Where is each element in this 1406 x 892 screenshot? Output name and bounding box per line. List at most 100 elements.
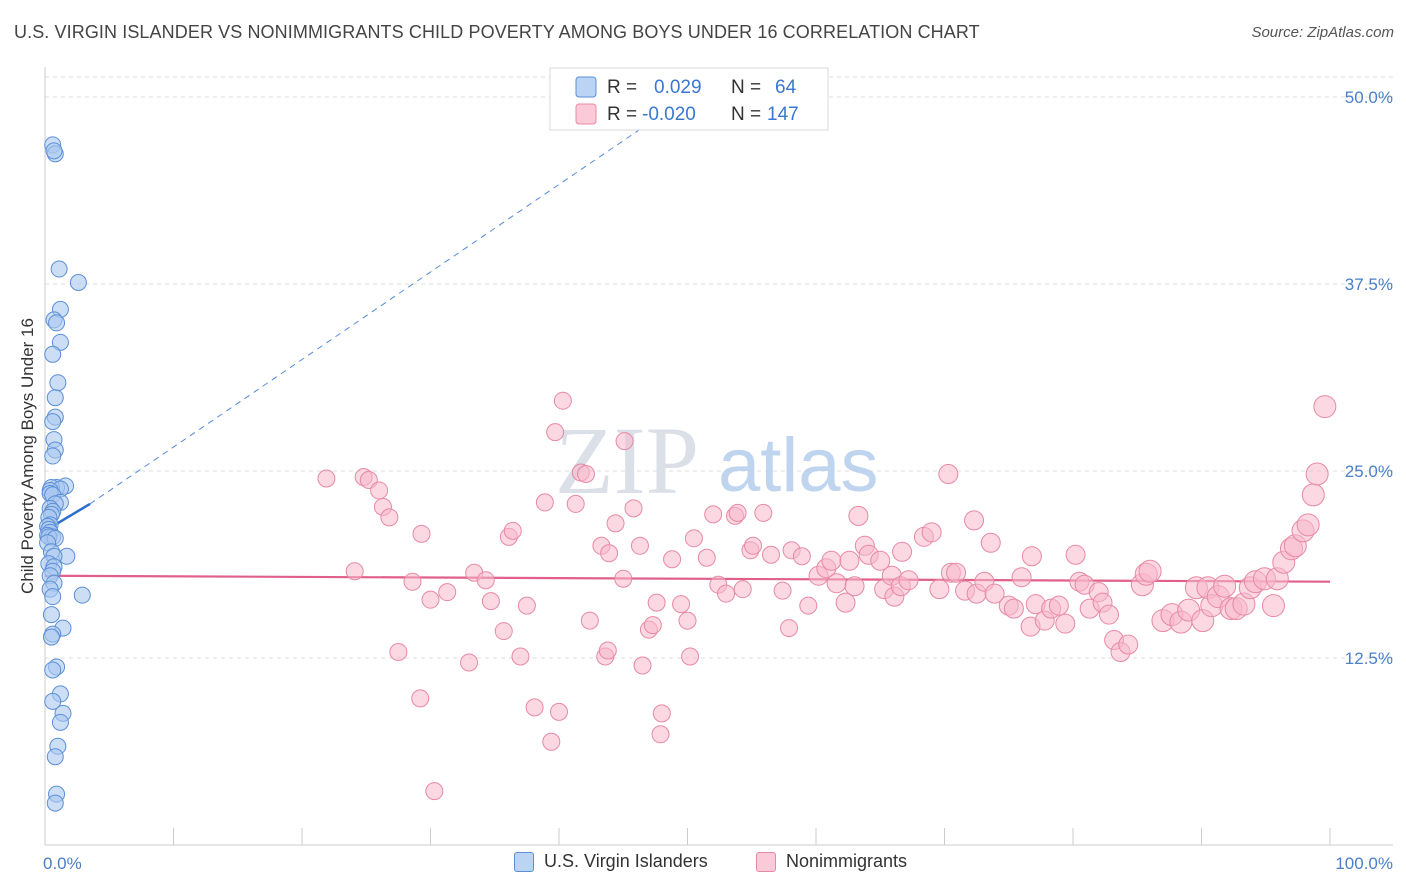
nonimmigrants-point-99 xyxy=(1011,567,1032,588)
y-tick-label-0: 12.5% xyxy=(1345,649,1393,668)
source-label: Source: ZipAtlas.com xyxy=(1251,24,1394,41)
legend-r-label-2: R = xyxy=(607,104,637,125)
nonimmigrants-point-87 xyxy=(929,579,950,600)
nonimmigrants-point-50 xyxy=(678,611,697,630)
nonimmigrants-point-40 xyxy=(624,499,643,518)
nonimmigrants-point-101 xyxy=(1021,546,1042,567)
nonimmigrants-point-38 xyxy=(614,569,633,588)
nonimmigrants-point-21 xyxy=(511,647,530,666)
trend-line-pink xyxy=(44,574,1331,583)
nonimmigrants-point-28 xyxy=(553,391,572,410)
nonimmigrants-point-146 xyxy=(684,529,703,548)
nonimmigrants-point-14 xyxy=(460,653,479,672)
nonimmigrants-point-107 xyxy=(1065,544,1086,565)
virgin-islanders-point-48 xyxy=(73,586,91,604)
x-tick-labels: 0.0% 100.0% xyxy=(43,854,1393,873)
virgin-islanders-point-9 xyxy=(44,345,62,363)
nonimmigrants-point-92 xyxy=(964,510,985,531)
nonimmigrants-point-51 xyxy=(681,647,700,666)
legend-swatch-virgin-islanders xyxy=(575,76,597,98)
virgin-islanders-point-59 xyxy=(51,713,69,731)
y-tick-label-3: 50.0% xyxy=(1345,88,1393,107)
nonimmigrants-point-129 xyxy=(1213,574,1237,598)
nonimmigrants-point-29 xyxy=(566,494,585,513)
series-legend: U.S. Virgin Islanders Nonimmigrants xyxy=(0,851,1406,879)
nonimmigrants-point-7 xyxy=(345,562,364,581)
virgin-islanders-point-53 xyxy=(42,628,60,646)
nonimmigrants-points xyxy=(317,391,1337,801)
nonimmigrants-point-57 xyxy=(728,503,747,522)
virgin-islanders-point-63 xyxy=(46,794,64,812)
watermark: ZIP atlas xyxy=(555,407,879,514)
legend-item-virgin-islanders: U.S. Virgin Islanders xyxy=(514,851,708,872)
nonimmigrants-point-55 xyxy=(717,584,736,603)
legend-n-label-2: N = xyxy=(731,104,761,125)
grid-lines xyxy=(45,76,1393,659)
virgin-islanders-point-2 xyxy=(45,142,63,160)
nonimmigrants-point-74 xyxy=(844,576,865,597)
watermark-atlas: atlas xyxy=(718,423,879,508)
virgin-islanders-point-16 xyxy=(44,447,62,465)
nonimmigrants-point-3 xyxy=(370,481,389,500)
legend-r-label-1: R = xyxy=(607,77,637,98)
nonimmigrants-point-58 xyxy=(733,580,752,599)
legend-swatch-pink xyxy=(756,851,776,872)
nonimmigrants-point-35 xyxy=(598,641,617,660)
nonimmigrants-point-86 xyxy=(921,522,942,543)
legend-n-value-2: 147 xyxy=(767,104,799,125)
nonimmigrants-point-47 xyxy=(652,704,671,723)
nonimmigrants-point-45 xyxy=(647,593,666,612)
nonimmigrants-point-49 xyxy=(672,595,691,614)
nonimmigrants-point-37 xyxy=(606,514,625,533)
virgin-islanders-point-4 xyxy=(69,274,87,292)
virgin-islanders-point-61 xyxy=(46,748,64,766)
nonimmigrants-point-66 xyxy=(792,547,811,566)
legend-r-value-2: -0.020 xyxy=(642,104,696,125)
nonimmigrants-point-90 xyxy=(946,562,967,583)
nonimmigrants-point-39 xyxy=(615,432,634,451)
nonimmigrants-point-83 xyxy=(892,541,913,562)
nonimmigrants-point-84 xyxy=(898,570,919,591)
y-tick-label-1: 25.0% xyxy=(1345,462,1393,481)
nonimmigrants-point-5 xyxy=(380,508,399,527)
y-tick-labels: 12.5% 25.0% 37.5% 50.0% xyxy=(1345,88,1393,668)
legend-r-value-1: 0.029 xyxy=(654,77,702,98)
nonimmigrants-point-24 xyxy=(535,493,554,512)
legend-swatch-nonimmigrants xyxy=(575,103,597,125)
nonimmigrants-point-23 xyxy=(525,698,544,717)
nonimmigrants-point-0 xyxy=(317,469,336,488)
nonimmigrants-point-60 xyxy=(744,536,763,555)
x-tick-label-0: 0.0% xyxy=(43,854,82,873)
nonimmigrants-point-62 xyxy=(762,545,781,564)
nonimmigrants-point-25 xyxy=(542,732,561,751)
y-axis-label: Child Poverty Among Boys Under 16 xyxy=(18,318,37,594)
nonimmigrants-point-42 xyxy=(633,656,652,675)
nonimmigrants-point-98 xyxy=(1003,598,1024,619)
nonimmigrants-point-61 xyxy=(754,503,773,522)
nonimmigrants-point-13 xyxy=(438,583,457,602)
nonimmigrants-point-136 xyxy=(1261,594,1285,618)
nonimmigrants-point-10 xyxy=(411,689,430,708)
nonimmigrants-point-106 xyxy=(1055,613,1076,634)
nonimmigrants-point-52 xyxy=(697,548,716,567)
nonimmigrants-point-48 xyxy=(663,550,682,569)
nonimmigrants-point-9 xyxy=(403,572,422,591)
legend-swatch-blue xyxy=(514,851,534,872)
correlation-legend: R = 0.029 N = 64 R = -0.020 N = 147 xyxy=(549,67,829,131)
virgin-islanders-point-50 xyxy=(42,606,60,624)
legend-label-nonimmigrants: Nonimmigrants xyxy=(786,851,908,871)
nonimmigrants-point-72 xyxy=(835,592,856,613)
nonimmigrants-point-75 xyxy=(848,505,869,526)
virgin-islanders-point-8 xyxy=(51,333,69,351)
nonimmigrants-point-144 xyxy=(1305,462,1329,486)
nonimmigrants-point-8 xyxy=(389,643,408,662)
nonimmigrants-point-31 xyxy=(576,464,595,483)
nonimmigrants-point-116 xyxy=(1118,634,1139,655)
virgin-islanders-point-49 xyxy=(44,588,62,606)
nonimmigrants-point-16 xyxy=(476,571,495,590)
virgin-islanders-point-3 xyxy=(50,260,68,278)
nonimmigrants-point-64 xyxy=(780,619,799,638)
nonimmigrants-point-11 xyxy=(421,590,440,609)
nonimmigrants-point-145 xyxy=(1313,395,1337,419)
nonimmigrants-point-22 xyxy=(517,596,536,615)
